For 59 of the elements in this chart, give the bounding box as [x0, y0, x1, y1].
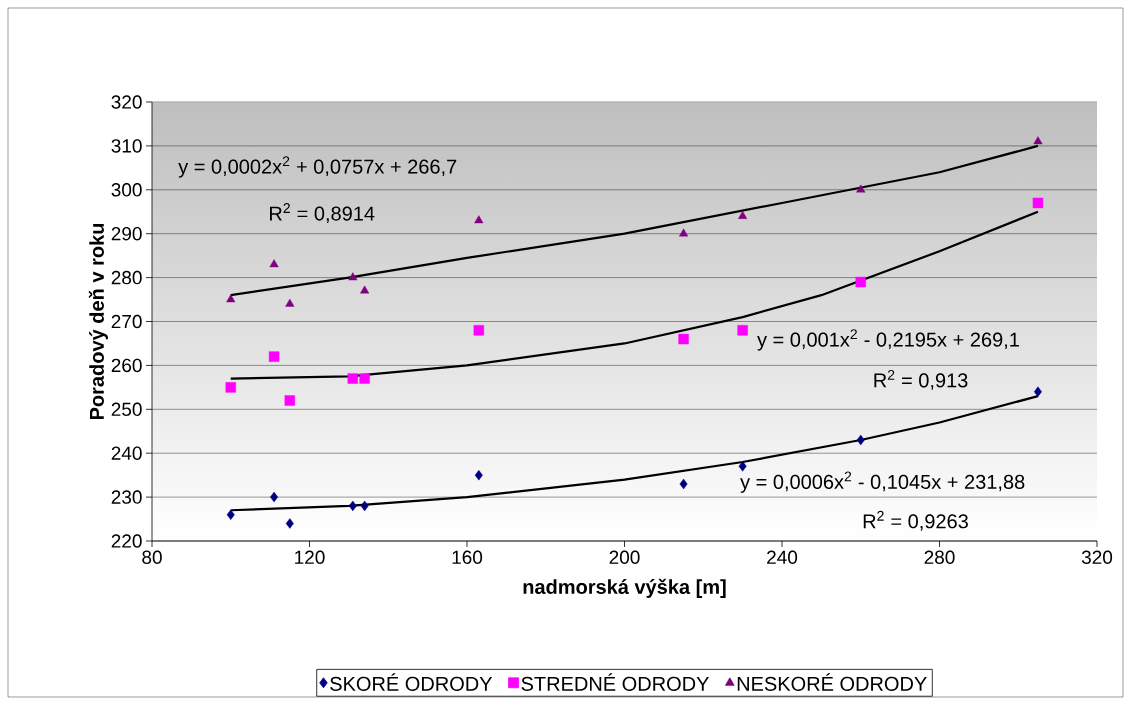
- point: [679, 478, 688, 490]
- point: [360, 500, 369, 512]
- x-tick-label: 280: [924, 550, 955, 564]
- point: [1034, 386, 1042, 397]
- annotation: y = 0,0002x$^{2}$ + 0,0757x + 266,7: [178, 156, 457, 178]
- x-axis-title: nadmorská výška [m]: [523, 578, 726, 598]
- x-tick-label: 160: [452, 550, 483, 564]
- point: [226, 509, 235, 520]
- y-tick-label: 320: [111, 95, 142, 109]
- point: [856, 434, 865, 446]
- y-tick-label: 260: [111, 358, 142, 373]
- y-tick-label: 300: [111, 183, 142, 197]
- annotation: R$^{2}$ = 0,913: [874, 369, 968, 390]
- point: [347, 373, 359, 384]
- x-tick-label: 120: [295, 550, 325, 564]
- x-tick-label: 240: [767, 550, 798, 564]
- y-tick-label: 220: [111, 534, 142, 548]
- point: [474, 469, 483, 481]
- point: [738, 461, 747, 472]
- legend-label: STREDNÉ ODRODY: [521, 673, 710, 691]
- annotation: R$^{2}$ = 0,9263: [863, 510, 968, 531]
- annotation: R$^{2}$ = 0,8914: [270, 203, 375, 223]
- point: [225, 382, 236, 393]
- point: [679, 228, 689, 237]
- x-tick-label: 320: [1081, 550, 1113, 564]
- y-tick-label: 270: [111, 314, 142, 329]
- point: [856, 184, 866, 193]
- y-axis-title: Poradový deň v roku: [88, 223, 108, 420]
- annotation: y = 0,0006x$^{2}$ - 0,1045x + 231,88: [740, 471, 1025, 493]
- y-tick-label: 240: [111, 446, 142, 460]
- y-tick-label: 230: [111, 490, 142, 504]
- point: [738, 210, 748, 219]
- point: [855, 276, 866, 288]
- point: [1032, 197, 1044, 209]
- legend-label: SKORÉ ODRODY: [330, 673, 493, 691]
- point: [678, 333, 689, 345]
- point: [285, 518, 294, 529]
- point: [360, 285, 370, 294]
- x-tick-label: 80: [142, 550, 162, 564]
- point: [268, 351, 280, 362]
- legend-label: NESKORÉ ODRODY: [737, 673, 927, 691]
- y-tick-label: 290: [111, 226, 142, 241]
- point: [270, 491, 279, 503]
- point: [284, 395, 296, 406]
- point: [474, 215, 484, 224]
- point: [285, 298, 295, 307]
- point: [359, 373, 370, 384]
- point: [348, 500, 357, 512]
- point: [473, 325, 485, 336]
- point: [269, 259, 279, 268]
- point: [226, 294, 236, 303]
- point: [737, 325, 748, 336]
- y-tick-label: 310: [111, 139, 142, 153]
- y-tick-label: 250: [111, 402, 142, 417]
- annotation: y = 0,001x$^{2}$ - 0,2195x + 269,1: [757, 329, 1019, 351]
- point: [348, 272, 358, 281]
- y-tick-label: 280: [111, 270, 142, 285]
- x-tick-label: 200: [609, 550, 640, 564]
- point: [1033, 136, 1043, 145]
